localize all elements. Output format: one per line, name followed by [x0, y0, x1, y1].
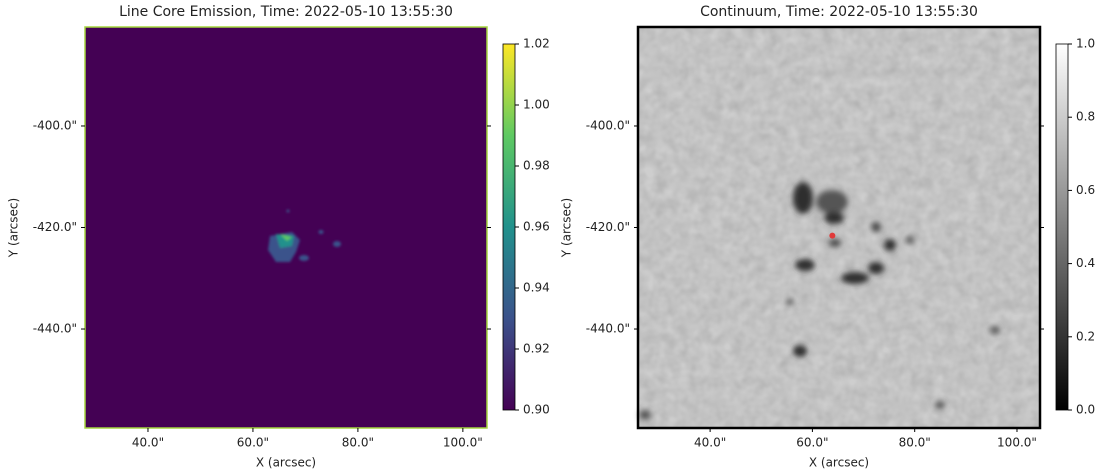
colorbar-tick-label: 1.02: [523, 37, 550, 51]
chart-title: Line Core Emission, Time: 2022-05-10 13:…: [119, 4, 453, 20]
x-axis-label: X (arcsec): [809, 456, 869, 470]
colorbar-tick-label: 0.98: [523, 159, 550, 173]
x-tick-label: 40.0": [132, 436, 164, 450]
y-tick-label: -400.0": [586, 118, 630, 132]
colorbar-tick-label: 0.90: [523, 403, 550, 417]
continuum-image: [636, 25, 1042, 430]
x-tick-label: 60.0": [796, 436, 828, 450]
x-tick-label: 40.0": [694, 436, 726, 450]
x-tick-label: 100.0": [443, 436, 483, 450]
colorbar-tick-label: 0.4: [1076, 256, 1095, 270]
colorbar-tick-label: 0.92: [523, 342, 550, 356]
chart-title: Continuum, Time: 2022-05-10 13:55:30: [700, 4, 978, 20]
colorbar-tick-label: 1.00: [523, 98, 550, 112]
colorbar-tick-label: 0.8: [1076, 110, 1095, 124]
x-tick-label: 60.0": [237, 436, 269, 450]
x-tick-label: 80.0": [899, 436, 931, 450]
marker: [829, 232, 836, 239]
y-tick-label: -420.0": [33, 220, 77, 234]
y-axis-label: Y (arcsec): [7, 198, 21, 258]
x-axis-label: X (arcsec): [256, 456, 316, 470]
y-tick-label: -440.0": [33, 322, 77, 336]
x-tick-label: 80.0": [342, 436, 374, 450]
y-tick-label: -420.0": [586, 220, 630, 234]
colorbar-tick-label: 0.94: [523, 281, 550, 295]
x-tick-label: 100.0": [997, 436, 1037, 450]
colorbar-tick-label: 0.2: [1076, 329, 1095, 343]
colorbar-tick-label: 1.0: [1076, 37, 1095, 51]
colorbar: [502, 43, 516, 411]
colorbar-tick-label: 0.6: [1076, 183, 1095, 197]
colorbar-tick-label: 0.96: [523, 220, 550, 234]
y-tick-label: -400.0": [33, 118, 77, 132]
y-tick-label: -440.0": [586, 322, 630, 336]
emission-image: [84, 26, 488, 429]
y-axis-label: Y (arcsec): [560, 198, 574, 258]
colorbar: [1055, 43, 1069, 411]
colorbar-tick-label: 0.0: [1076, 403, 1095, 417]
